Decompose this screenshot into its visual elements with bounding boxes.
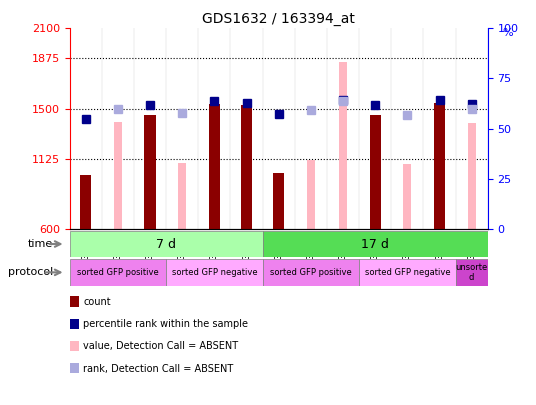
Bar — [403, 164, 412, 229]
Text: unsorte
d: unsorte d — [456, 263, 488, 282]
Bar — [241, 104, 252, 229]
Text: 17 d: 17 d — [361, 237, 389, 251]
Text: %: % — [502, 28, 513, 38]
Bar — [456, 259, 488, 286]
Bar — [80, 175, 91, 229]
Text: protocol: protocol — [8, 267, 53, 277]
Bar — [145, 115, 155, 229]
Text: rank, Detection Call = ABSENT: rank, Detection Call = ABSENT — [83, 364, 233, 373]
Bar — [467, 123, 476, 229]
Text: sorted GFP positive: sorted GFP positive — [270, 268, 352, 277]
Title: GDS1632 / 163394_at: GDS1632 / 163394_at — [202, 12, 355, 26]
Bar — [178, 163, 187, 229]
Bar — [359, 259, 456, 286]
Bar — [263, 231, 488, 257]
Bar — [209, 104, 220, 229]
Bar — [166, 259, 263, 286]
Text: 7 d: 7 d — [156, 237, 176, 251]
Text: value, Detection Call = ABSENT: value, Detection Call = ABSENT — [83, 341, 238, 351]
Bar — [70, 231, 263, 257]
Text: percentile rank within the sample: percentile rank within the sample — [83, 319, 248, 329]
Text: sorted GFP positive: sorted GFP positive — [77, 268, 159, 277]
Bar — [307, 160, 315, 229]
Text: sorted GFP negative: sorted GFP negative — [172, 268, 257, 277]
Bar — [114, 122, 122, 229]
Text: time: time — [28, 239, 53, 249]
Bar — [263, 259, 359, 286]
Bar — [70, 259, 166, 286]
Text: sorted GFP negative: sorted GFP negative — [364, 268, 450, 277]
Bar — [339, 62, 347, 229]
Bar — [434, 102, 445, 229]
Bar — [273, 173, 284, 229]
Text: count: count — [83, 297, 111, 307]
Bar — [369, 115, 381, 229]
